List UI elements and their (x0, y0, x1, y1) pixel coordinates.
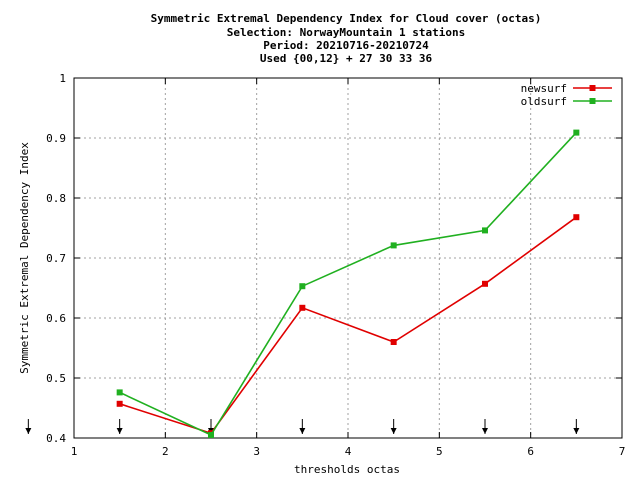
chart-subtitle-selection: Selection: NorwayMountain 1 stations (227, 26, 465, 39)
x-axis-label: thresholds octas (294, 463, 400, 476)
legend-label-newsurf: newsurf (521, 82, 567, 95)
y-tick-label: 0.6 (46, 312, 66, 325)
data-point-newsurf (482, 280, 488, 287)
chart-title-block: Symmetric Extremal Dependency Index for … (151, 12, 542, 65)
plot-frame (73, 77, 623, 439)
grid (74, 78, 622, 438)
data-point-oldsurf (116, 389, 123, 396)
y-tick-label: 1 (59, 72, 66, 85)
y-tick-label: 0.4 (46, 432, 66, 445)
data-point-newsurf (116, 400, 123, 407)
x-tick-label: 2 (162, 445, 169, 458)
data-point-newsurf (299, 304, 306, 311)
axis-ticks: 1 2 3 4 5 6 7 0.4 0.5 0.6 0.7 0.8 0.9 1 (46, 72, 625, 458)
data-point-oldsurf (208, 432, 214, 438)
x-tick-label: 6 (527, 445, 534, 458)
data-point-newsurf (390, 339, 397, 345)
y-tick-label: 0.8 (46, 192, 66, 205)
y-axis-label: Symmetric Extremal Dependency Index (18, 142, 31, 374)
data-point-oldsurf (482, 227, 488, 234)
x-tick-label: 4 (345, 445, 352, 458)
threshold-arrow-head (299, 428, 306, 434)
chart-title: Symmetric Extremal Dependency Index for … (151, 12, 542, 25)
x-tick-label: 5 (436, 445, 443, 458)
threshold-arrow-head (390, 428, 397, 434)
data-point-newsurf (573, 214, 580, 221)
y-tick-label: 0.9 (46, 132, 66, 145)
x-tick-label: 7 (619, 445, 626, 458)
threshold-arrow-head (25, 428, 32, 434)
x-tick-label: 1 (71, 445, 78, 458)
legend-marker-newsurf (589, 85, 596, 91)
y-tick-label: 0.5 (46, 372, 66, 385)
data-point-oldsurf (299, 283, 306, 290)
chart-subtitle-used: Used {00,12} + 27 30 33 36 (260, 52, 433, 65)
data-point-oldsurf (390, 242, 397, 249)
series-line-oldsurf (119, 132, 577, 437)
threshold-arrows (25, 419, 580, 434)
legend-label-oldsurf: oldsurf (521, 95, 567, 108)
x-tick-label: 3 (253, 445, 260, 458)
series-layer (116, 129, 580, 438)
threshold-arrow-head (116, 428, 123, 434)
legend-marker-oldsurf (589, 98, 596, 104)
threshold-arrow-head (482, 428, 488, 434)
chart-subtitle-period: Period: 20210716-20210724 (263, 39, 429, 52)
data-point-oldsurf (573, 129, 580, 136)
threshold-arrow-head (573, 428, 580, 434)
y-tick-label: 0.7 (46, 252, 66, 265)
